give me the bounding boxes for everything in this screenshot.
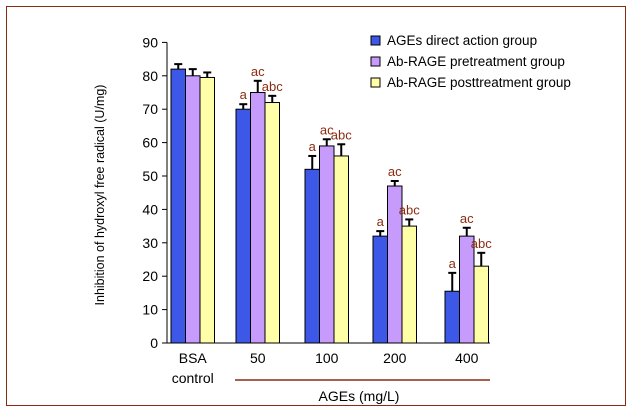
legend-label: Ab-RAGE pretreatment group [387, 54, 565, 69]
bar [444, 290, 460, 344]
significance-label: ac [460, 211, 474, 226]
legend: AGEs direct action group Ab-RAGE pretreat… [370, 33, 571, 90]
y-tick-label: 10 [142, 302, 158, 318]
significance-label: abc [471, 236, 492, 251]
bar [185, 75, 201, 344]
x-tick-label: 100 [315, 350, 339, 366]
significance-label: a [309, 139, 317, 154]
bar [235, 108, 251, 344]
bar [333, 155, 349, 344]
y-axis-label: Inhibition of hydroxyl free radical (U/m… [93, 85, 107, 306]
significance-label: a [240, 87, 248, 102]
x-tick-label: control [172, 370, 214, 386]
significance-label: a [449, 256, 457, 271]
x-axis-label: AGEs (mg/L) [319, 388, 400, 404]
bar [401, 225, 417, 344]
bar [264, 102, 280, 344]
legend-swatch [370, 35, 381, 46]
y-tick-label: 60 [142, 135, 158, 151]
y-tick-label: 30 [142, 235, 158, 251]
bar [473, 265, 489, 344]
x-tick-label: 200 [383, 350, 407, 366]
y-tick-label: 40 [142, 201, 158, 217]
legend-label: AGEs direct action group [387, 33, 537, 48]
bar [459, 235, 475, 344]
legend-label: Ab-RAGE posttreatment group [387, 75, 571, 90]
axes: 0 10 20 30 40 50 60 70 80 90 Inhibition of hydroxy… [93, 34, 490, 404]
bar [372, 235, 388, 344]
y-tick-label: 80 [142, 68, 158, 84]
x-tick-label: BSA [179, 350, 208, 366]
y-tick-label: 20 [142, 268, 158, 284]
chart-frame: 0 10 20 30 40 50 60 70 80 90 Inhibition of hydroxy… [6, 6, 626, 406]
significance-label: ac [388, 164, 402, 179]
y-tick-label: 50 [142, 168, 158, 184]
legend-swatch [370, 56, 381, 67]
bar-chart: 0 10 20 30 40 50 60 70 80 90 Inhibition of hydroxy… [93, 33, 571, 404]
legend-swatch [370, 77, 381, 88]
x-tick-label: 50 [250, 350, 266, 366]
y-tick-label: 70 [142, 101, 158, 117]
bar [319, 145, 335, 344]
bar [170, 68, 186, 344]
bar [250, 92, 266, 344]
bar [304, 168, 320, 344]
x-tick-label: 400 [455, 350, 479, 366]
y-tick-label: 90 [142, 34, 158, 50]
significance-label: a [377, 214, 385, 229]
bar [199, 76, 215, 344]
significance-label: abc [331, 127, 352, 142]
significance-label: ac [251, 64, 265, 79]
significance-label: abc [262, 79, 283, 94]
significance-label: abc [399, 202, 420, 217]
y-tick-label: 0 [150, 335, 158, 351]
significance-label: ac [320, 122, 334, 137]
